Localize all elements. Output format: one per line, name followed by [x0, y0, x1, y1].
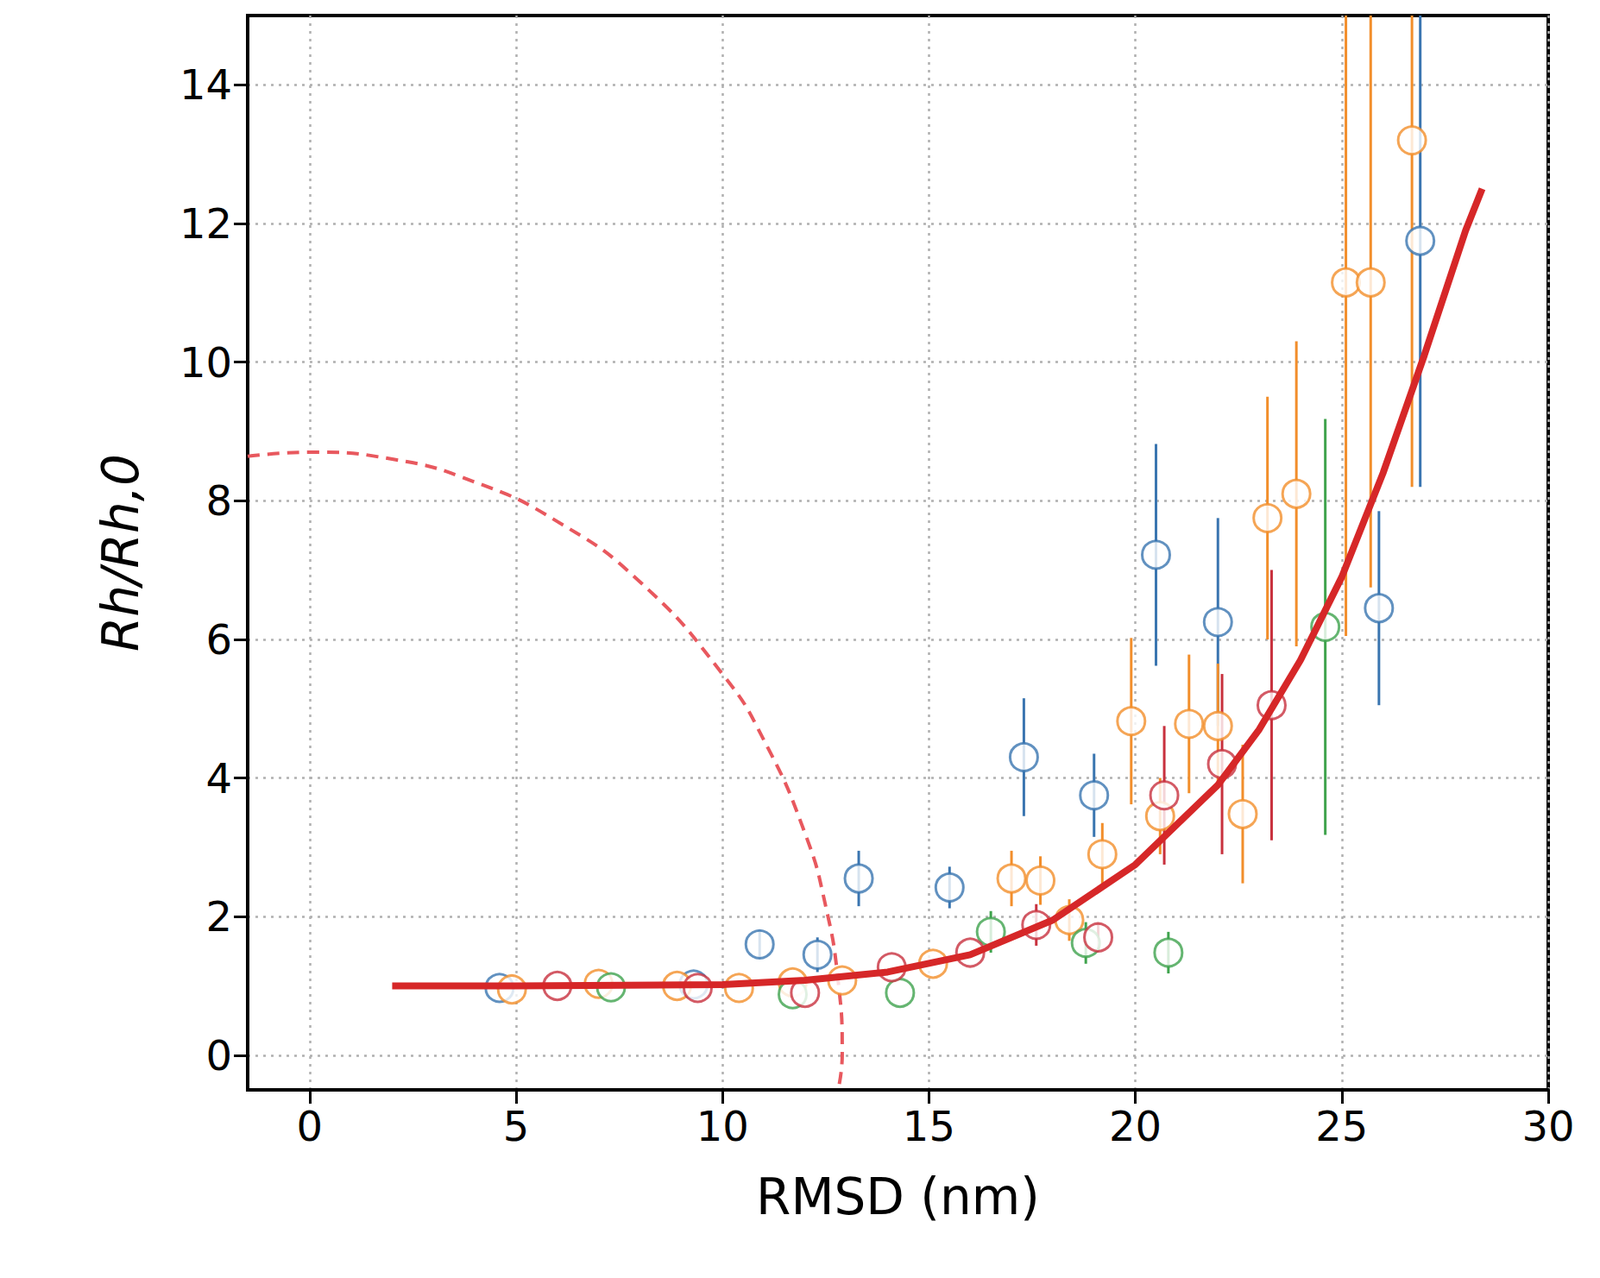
- svg-text:14: 14: [179, 60, 233, 109]
- svg-text:10: 10: [696, 1102, 750, 1151]
- svg-text:4: 4: [205, 754, 233, 803]
- svg-text:30: 30: [1521, 1102, 1575, 1151]
- svg-text:6: 6: [205, 615, 233, 664]
- svg-text:2: 2: [205, 892, 233, 941]
- svg-text:Rh/Rh,0: Rh/Rh,0: [91, 453, 151, 652]
- svg-text:20: 20: [1108, 1102, 1162, 1151]
- svg-text:0: 0: [296, 1102, 323, 1151]
- svg-text:0: 0: [205, 1031, 233, 1080]
- svg-text:15: 15: [902, 1102, 956, 1151]
- svg-text:RMSD (nm): RMSD (nm): [755, 1167, 1040, 1227]
- svg-text:25: 25: [1315, 1102, 1368, 1151]
- svg-text:10: 10: [179, 338, 233, 387]
- svg-text:5: 5: [503, 1102, 530, 1151]
- svg-text:12: 12: [179, 199, 233, 248]
- svg-text:8: 8: [205, 476, 233, 525]
